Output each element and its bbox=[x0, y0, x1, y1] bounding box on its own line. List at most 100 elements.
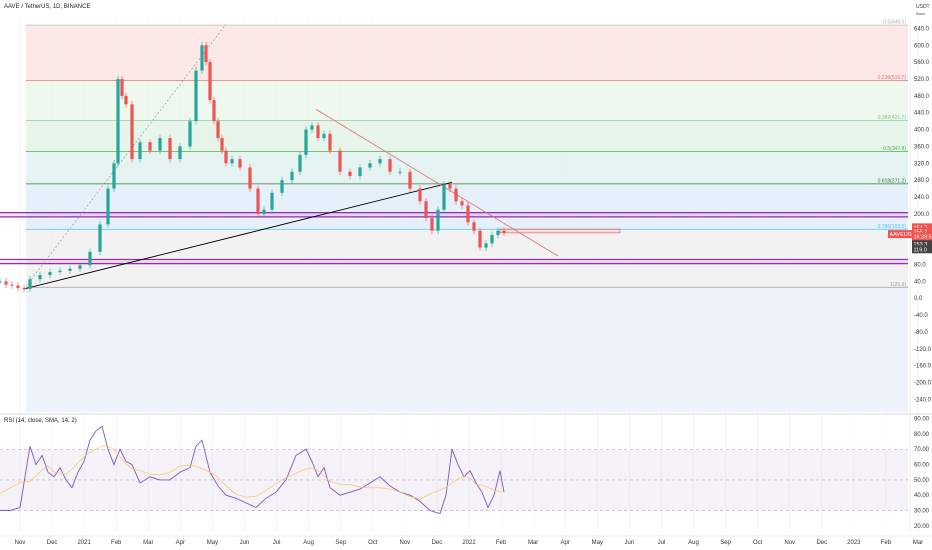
countdown-tag-bg bbox=[912, 232, 932, 241]
price-tick-label: -40.0 bbox=[914, 313, 928, 319]
rsi-tick-label: 80.00 bbox=[914, 432, 930, 438]
candle-body bbox=[466, 205, 470, 223]
candle-body bbox=[208, 62, 212, 101]
fib-band bbox=[26, 287, 908, 412]
price-tick-label: -80.0 bbox=[914, 330, 928, 336]
x-tick-label: Jun bbox=[625, 540, 635, 546]
x-tick-label: Aug bbox=[303, 540, 314, 546]
candle-body bbox=[200, 45, 204, 71]
x-tick-label: Apr bbox=[561, 540, 570, 546]
x-tick-label: Jul bbox=[273, 540, 281, 546]
fib-band bbox=[26, 229, 908, 288]
candle-body bbox=[430, 218, 434, 231]
price-tick-label: 360.0 bbox=[914, 144, 930, 150]
candle-body bbox=[256, 188, 260, 214]
candle-body bbox=[478, 230, 482, 248]
last-price-tag: 155.2 bbox=[914, 230, 928, 236]
rsi-tick-label: 70.00 bbox=[914, 447, 930, 453]
fib-band bbox=[26, 80, 908, 121]
price-tick-label: -120.0 bbox=[914, 347, 932, 353]
rsi-ma-line bbox=[0, 445, 505, 500]
x-tick-label: Sep bbox=[720, 540, 731, 546]
candle-body bbox=[10, 284, 14, 286]
candle-body bbox=[490, 234, 494, 244]
candle-body bbox=[178, 146, 182, 160]
candle-body bbox=[112, 163, 116, 189]
candle-body bbox=[138, 142, 142, 160]
ticker-tag: AAVEUSDT bbox=[890, 232, 920, 238]
price-tick-label: 600.0 bbox=[914, 43, 930, 49]
price-tick-label: 280.0 bbox=[914, 178, 930, 184]
rsi-tick-label: 40.00 bbox=[914, 493, 930, 499]
candle-body bbox=[496, 230, 500, 235]
trendline-support bbox=[23, 181, 453, 290]
x-tick-label: Aug bbox=[688, 540, 699, 546]
price-tick-label: -160.0 bbox=[914, 364, 932, 370]
candle-body bbox=[220, 138, 224, 151]
candle-body bbox=[454, 188, 458, 202]
x-tick-label: Jul bbox=[658, 540, 666, 546]
price-tick-label: 80.0 bbox=[914, 262, 926, 268]
fib-label: 0.236(516.7) bbox=[878, 75, 907, 81]
candle-body bbox=[388, 159, 392, 172]
price-tick-label: 40.0 bbox=[914, 279, 926, 285]
candle-body bbox=[204, 45, 208, 63]
candle-body bbox=[424, 201, 428, 219]
candle-body bbox=[158, 138, 162, 151]
x-tick-label: 2023 bbox=[847, 540, 861, 546]
candle-body bbox=[188, 121, 192, 147]
candle-body bbox=[378, 159, 382, 164]
candle-body bbox=[168, 138, 172, 160]
x-tick-label: May bbox=[592, 540, 603, 546]
last-price-tag-bg bbox=[912, 227, 932, 236]
zone-band bbox=[0, 259, 908, 264]
fib-label: 0.618(271.2) bbox=[878, 178, 907, 184]
candle-body bbox=[436, 209, 440, 231]
price-tick-label: -200.0 bbox=[914, 380, 932, 386]
candle-body bbox=[472, 222, 476, 231]
price-tick-label: 640.0 bbox=[914, 26, 930, 32]
candle-body bbox=[368, 163, 372, 168]
fib-lines: 0.6(648.0) 0.236(516.7) 0.382(421.7) 0.5(34… bbox=[26, 20, 908, 288]
symbol-title[interactable]: AAVE / TetherUS, 1D, BINANCE bbox=[4, 4, 91, 10]
countdown-tag: 16:39:53 bbox=[914, 235, 932, 241]
candle-body bbox=[502, 230, 506, 233]
x-tick-label: Apr bbox=[176, 540, 185, 546]
fib-label: 0.6(648.0) bbox=[883, 20, 906, 26]
candle-body bbox=[58, 270, 62, 273]
x-tick-label: Mar bbox=[528, 540, 538, 546]
price-tick-label: -240.0 bbox=[914, 397, 932, 403]
price-tick-label: 400.0 bbox=[914, 128, 930, 134]
candle-body bbox=[280, 180, 284, 193]
x-tick-label: Feb bbox=[111, 540, 122, 546]
candle-body bbox=[238, 159, 242, 168]
rsi-legend[interactable]: RSI (14, close, SMA, 14, 2) bbox=[4, 418, 77, 424]
fib-label: 0.5(347.8) bbox=[883, 146, 906, 152]
x-tick-label: Dec bbox=[47, 540, 58, 546]
candle-body bbox=[316, 125, 320, 139]
fib-band bbox=[26, 120, 908, 152]
x-tick-label: Oct bbox=[368, 540, 378, 546]
candle-body bbox=[338, 150, 342, 172]
x-tick-label: Sep bbox=[335, 540, 346, 546]
rsi-tick-label: 20.00 bbox=[914, 524, 930, 530]
candle-body bbox=[116, 79, 120, 164]
candle-body bbox=[408, 171, 412, 189]
scale-tag: Base bbox=[916, 11, 926, 16]
x-tick-label: Dec bbox=[816, 540, 827, 546]
level-b-tag-bg bbox=[912, 245, 932, 254]
candle-body bbox=[358, 167, 362, 176]
candle-body bbox=[4, 281, 8, 285]
x-tick-label: Dec bbox=[432, 540, 443, 546]
trendline-projection bbox=[23, 24, 227, 290]
candle-body bbox=[106, 188, 110, 225]
price-tick-label: 520.0 bbox=[914, 77, 930, 83]
x-tick-label: Mar bbox=[143, 540, 153, 546]
candle-body bbox=[322, 133, 326, 139]
candle-body bbox=[22, 288, 26, 290]
fib-band bbox=[26, 25, 908, 81]
candle-body bbox=[328, 133, 332, 151]
rsi-band bbox=[0, 449, 908, 511]
